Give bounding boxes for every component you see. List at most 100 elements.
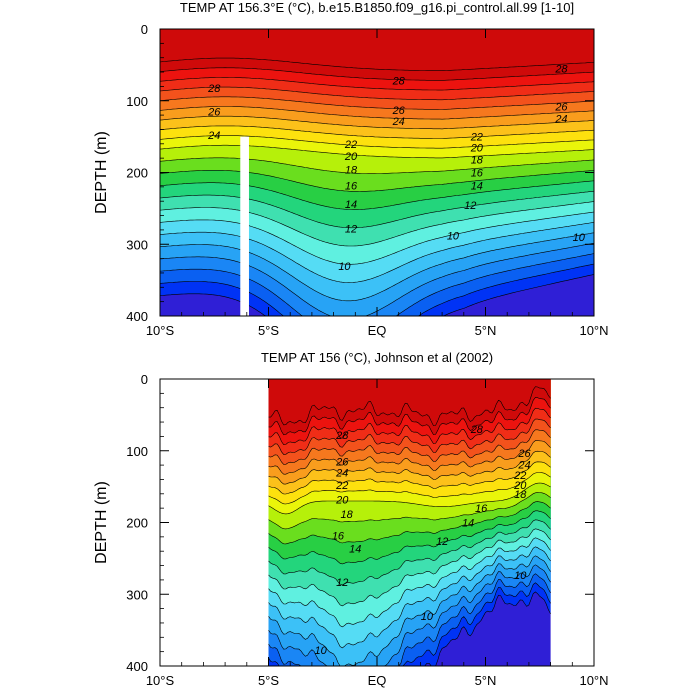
- contour-line-15: [160, 201, 594, 247]
- contour-line-21: [268, 472, 551, 505]
- contour-label: 10: [421, 611, 434, 623]
- contour-label: 10: [338, 261, 351, 273]
- contour-label: 20: [335, 495, 349, 507]
- contour-label: 14: [345, 199, 357, 211]
- x-tick-label: 5°N: [475, 323, 497, 338]
- contour-line-22: [268, 461, 551, 495]
- y-tick-label: 0: [141, 22, 148, 37]
- contour-label: 14: [462, 518, 474, 530]
- contour-label: 24: [554, 114, 567, 126]
- panel-observations: 28 28262624242222202018181616141412121010…: [93, 350, 609, 688]
- y-tick-label: 0: [141, 372, 148, 387]
- contour-line-10: [160, 253, 594, 316]
- contour-line-15: [268, 528, 551, 607]
- contour-line-27: [268, 407, 551, 446]
- contour-label: 12: [436, 536, 448, 548]
- contour-line-23: [160, 115, 594, 130]
- contour-label: 28: [470, 424, 484, 436]
- contour-line-24: [268, 440, 551, 475]
- contour-line-10: [268, 573, 551, 666]
- contour-line-18: [160, 170, 594, 192]
- contour-line-22: [160, 125, 594, 139]
- contour-label: 10: [573, 232, 586, 244]
- contour-line-27: [160, 77, 594, 91]
- x-tick-label: 10°N: [579, 673, 608, 688]
- y-tick-label: 100: [126, 444, 148, 459]
- contour-line-13: [268, 546, 551, 649]
- x-tick-label: 5°S: [258, 323, 279, 338]
- missing-data-band: [240, 136, 249, 316]
- contour-label: 18: [345, 165, 358, 177]
- contour-line-20: [160, 144, 594, 159]
- contour-label: 12: [336, 577, 348, 589]
- contour-line-20: [268, 482, 551, 515]
- contour-line-14: [268, 537, 551, 628]
- contour-label: 20: [344, 151, 358, 163]
- fill-band-29: [268, 379, 551, 426]
- contour-label: 20: [470, 142, 484, 154]
- y-tick-label: 200: [126, 166, 148, 181]
- contour-label: 12: [345, 223, 357, 235]
- contour-line-26: [160, 86, 594, 101]
- contour-label: 20: [513, 480, 527, 492]
- contour-label: 14: [349, 543, 361, 555]
- contour-line-19: [268, 492, 551, 530]
- x-tick-label: EQ: [368, 323, 387, 338]
- y-tick-label: 200: [126, 516, 148, 531]
- contour-line-9: [160, 263, 594, 316]
- contour-label: 22: [335, 480, 348, 492]
- contour-line-25: [268, 429, 551, 465]
- contour-line-29: [268, 386, 551, 426]
- contour-line-17: [268, 510, 551, 565]
- contour-line-28: [268, 397, 551, 436]
- contour-field: 28 28262624242222202018181616141412121010…: [268, 379, 551, 666]
- contour-label: 12: [464, 200, 476, 212]
- contour-line-11: [268, 564, 551, 666]
- y-tick-label: 400: [126, 659, 148, 674]
- contour-label: 28: [392, 76, 406, 88]
- contour-label: 22: [344, 139, 357, 151]
- contour-label: 16: [345, 180, 358, 192]
- contour-line-25: [160, 96, 594, 110]
- fill-band-29: [160, 29, 594, 71]
- contour-line-16: [268, 519, 551, 586]
- contour-line-18: [268, 501, 551, 545]
- contour-line-19: [160, 157, 594, 174]
- contour-label: 16: [475, 503, 488, 515]
- contour-label: 26: [392, 105, 406, 117]
- contour-line-26: [268, 418, 551, 455]
- contour-line-29: [160, 57, 594, 71]
- contour-label: 24: [335, 467, 348, 479]
- contour-label: 26: [335, 457, 349, 469]
- x-tick-label: EQ: [368, 673, 387, 688]
- chart-title: TEMP AT 156 (°C), Johnson et al (2002): [261, 350, 493, 365]
- contour-line-14: [160, 211, 594, 265]
- contour-label: 26: [207, 107, 221, 119]
- contour-label: 22: [470, 132, 483, 144]
- contour-line-12: [268, 555, 551, 666]
- x-tick-label: 10°S: [146, 323, 175, 338]
- x-tick-label: 10°N: [579, 323, 608, 338]
- contour-line-23: [268, 450, 551, 485]
- contour-label: 28: [207, 83, 221, 95]
- contour-label: 10: [314, 645, 327, 657]
- contour-line-28: [160, 67, 594, 81]
- y-tick-label: 400: [126, 309, 148, 324]
- y-tick-label: 300: [126, 237, 148, 252]
- contour-line-12: [160, 232, 594, 302]
- contour-label: 24: [207, 130, 220, 142]
- contour-label: 18: [340, 509, 353, 521]
- contour-line-16: [160, 190, 594, 229]
- x-tick-label: 5°S: [258, 673, 279, 688]
- contour-label: 10: [447, 231, 460, 243]
- contour-line-8: [268, 591, 551, 666]
- contour-label: 24: [392, 116, 405, 128]
- x-tick-label: 10°S: [146, 673, 175, 688]
- contour-label: 16: [332, 530, 345, 542]
- contour-label: 24: [517, 459, 530, 471]
- contour-line-8: [160, 274, 594, 316]
- contour-line-24: [160, 106, 594, 120]
- contour-label: 16: [471, 168, 484, 180]
- contour-label: 22: [513, 470, 526, 482]
